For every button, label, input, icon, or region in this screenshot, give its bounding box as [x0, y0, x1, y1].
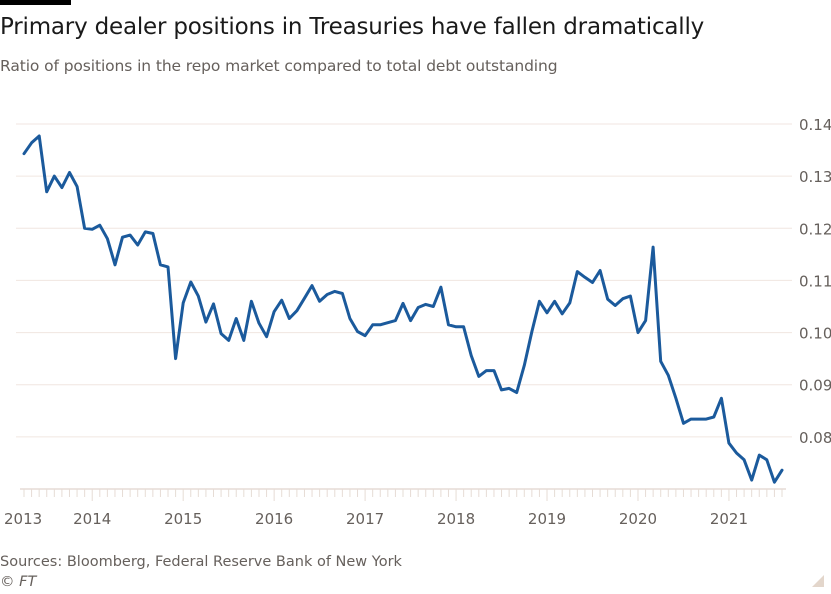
- gridlines: [16, 123, 792, 438]
- y-tick-label: 0.14: [799, 116, 831, 134]
- series-layer: [22, 134, 784, 484]
- x-tick-label: 2015: [164, 510, 202, 528]
- x-tick-label: 2018: [437, 510, 475, 528]
- x-tick-label: 2013: [4, 510, 42, 528]
- y-tick-label: 0.13: [799, 168, 831, 186]
- copyright-note: © FT: [0, 574, 37, 590]
- x-tick-label: 2016: [255, 510, 293, 528]
- ft-brand-bar: [0, 0, 71, 5]
- x-tick-label: 2021: [710, 510, 748, 528]
- chart-title: Primary dealer positions in Treasuries h…: [0, 14, 705, 40]
- y-axis: 0.14 0.13 0.12 0.11 0.10 0.09 0.08: [799, 116, 831, 447]
- chart-subtitle: Ratio of positions in the repo market co…: [0, 57, 558, 75]
- x-tick-label: 2014: [73, 510, 111, 528]
- x-tick-label: 2019: [528, 510, 566, 528]
- source-note: Sources: Bloomberg, Federal Reserve Bank…: [0, 554, 402, 570]
- y-tick-label: 0.09: [799, 377, 831, 395]
- x-axis: 2013 2014 2015 2016 2017 2018 2019 2020 2021: [4, 488, 786, 528]
- y-tick-label: 0.08: [799, 429, 831, 447]
- x-tick-label: 2017: [346, 510, 384, 528]
- resize-corner-icon: [812, 575, 824, 587]
- y-tick-label: 0.10: [799, 325, 831, 343]
- x-tick-label: 2020: [619, 510, 657, 528]
- y-tick-label: 0.12: [799, 220, 831, 238]
- y-tick-label: 0.11: [799, 272, 831, 290]
- series-line-ratio: [22, 134, 784, 484]
